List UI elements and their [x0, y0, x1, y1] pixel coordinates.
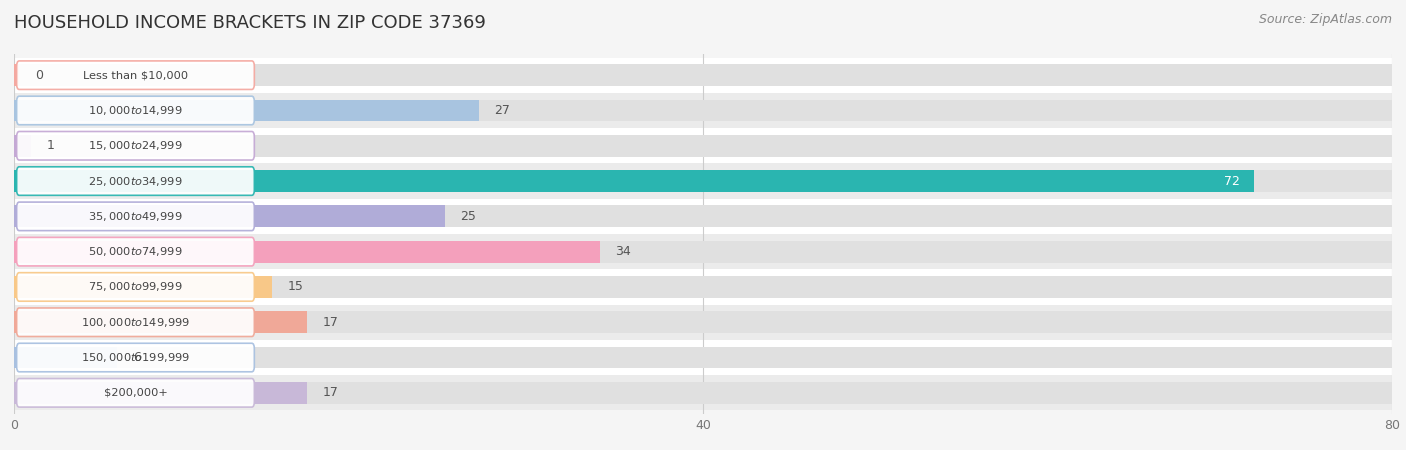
Bar — [14, 346, 118, 369]
Text: Source: ZipAtlas.com: Source: ZipAtlas.com — [1258, 14, 1392, 27]
Bar — [14, 128, 1392, 163]
Text: $150,000 to $199,999: $150,000 to $199,999 — [82, 351, 190, 364]
Text: $10,000 to $14,999: $10,000 to $14,999 — [89, 104, 183, 117]
Text: 0: 0 — [35, 69, 42, 82]
Bar — [14, 382, 1392, 404]
Bar — [14, 375, 1392, 410]
Bar — [14, 205, 444, 227]
Bar — [14, 276, 1392, 298]
Text: $35,000 to $49,999: $35,000 to $49,999 — [89, 210, 183, 223]
Bar — [14, 135, 31, 157]
Text: 34: 34 — [616, 245, 631, 258]
Bar — [14, 205, 1392, 227]
FancyBboxPatch shape — [17, 202, 254, 230]
Text: $50,000 to $74,999: $50,000 to $74,999 — [89, 245, 183, 258]
Bar — [14, 199, 1392, 234]
Text: $15,000 to $24,999: $15,000 to $24,999 — [89, 139, 183, 152]
Text: $200,000+: $200,000+ — [104, 388, 167, 398]
Text: 1: 1 — [46, 139, 55, 152]
FancyBboxPatch shape — [17, 238, 254, 266]
Bar — [14, 163, 1392, 199]
Bar — [14, 99, 1392, 122]
Text: 17: 17 — [322, 386, 339, 399]
FancyBboxPatch shape — [17, 343, 254, 372]
Bar — [14, 382, 307, 404]
Bar — [14, 311, 1392, 333]
Text: 17: 17 — [322, 316, 339, 329]
FancyBboxPatch shape — [17, 131, 254, 160]
FancyBboxPatch shape — [17, 61, 254, 90]
Text: 6: 6 — [134, 351, 141, 364]
Bar — [14, 346, 1392, 369]
Bar — [14, 170, 1392, 192]
Bar — [14, 170, 1254, 192]
Text: $100,000 to $149,999: $100,000 to $149,999 — [82, 316, 190, 329]
Bar — [14, 234, 1392, 269]
Bar — [14, 58, 1392, 93]
Bar — [14, 93, 1392, 128]
Bar — [14, 99, 479, 122]
FancyBboxPatch shape — [17, 273, 254, 301]
Bar — [14, 135, 1392, 157]
Bar — [14, 311, 307, 333]
Bar — [14, 276, 273, 298]
FancyBboxPatch shape — [17, 96, 254, 125]
Bar — [14, 305, 1392, 340]
Bar — [14, 64, 1392, 86]
FancyBboxPatch shape — [17, 167, 254, 195]
Bar — [14, 269, 1392, 305]
Bar — [14, 340, 1392, 375]
Bar — [14, 64, 20, 86]
Text: $75,000 to $99,999: $75,000 to $99,999 — [89, 280, 183, 293]
Text: 25: 25 — [460, 210, 477, 223]
Bar — [14, 241, 1392, 263]
Bar — [14, 241, 599, 263]
Text: 27: 27 — [495, 104, 510, 117]
FancyBboxPatch shape — [17, 378, 254, 407]
Text: 15: 15 — [288, 280, 304, 293]
Text: 72: 72 — [1225, 175, 1240, 188]
FancyBboxPatch shape — [17, 308, 254, 337]
Text: Less than $10,000: Less than $10,000 — [83, 70, 188, 80]
Text: $25,000 to $34,999: $25,000 to $34,999 — [89, 175, 183, 188]
Text: HOUSEHOLD INCOME BRACKETS IN ZIP CODE 37369: HOUSEHOLD INCOME BRACKETS IN ZIP CODE 37… — [14, 14, 486, 32]
